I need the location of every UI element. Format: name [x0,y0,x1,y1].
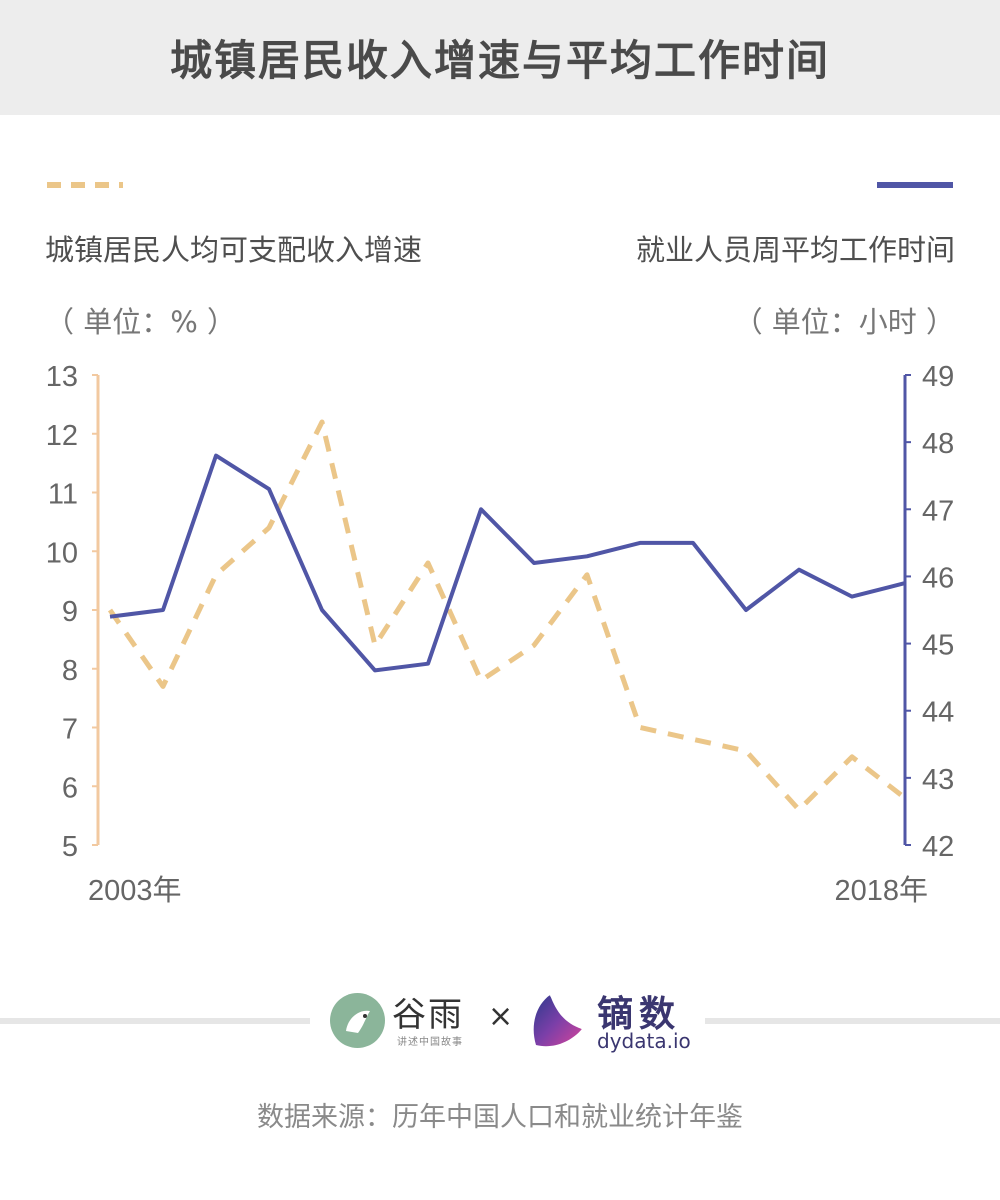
y-left-tick-label: 5 [62,831,78,863]
y-right-tick-label: 48 [922,428,954,460]
logo-times-sign: × [488,999,514,1034]
guyu-logo-text: 谷雨 [392,995,464,1035]
y-right-tick-label: 43 [922,764,954,796]
y-left-tick-label: 12 [46,420,78,452]
dydata-logo-text: 镝数 [597,994,682,1035]
guyu-logo-icon [330,993,385,1048]
y-left-tick-label: 10 [46,537,78,569]
data-source-note: 数据来源：历年中国人口和就业统计年鉴 [257,1102,743,1133]
title-bar: 城镇居民收入增速与平均工作时间 [0,0,1000,115]
chart-title: 城镇居民收入增速与平均工作时间 [169,36,830,85]
y-right-tick-label: 46 [922,562,954,594]
y-right-tick-label: 47 [922,495,954,527]
y-left-tick-label: 6 [62,772,78,804]
x-tick-label-last: 2018年 [834,874,928,907]
legend-hours-swatch [877,182,953,188]
legend-income: 城镇居民人均可支配收入增速 （ 单位：% ） [45,175,422,341]
legend-hours-unit: （ 单位：小时 ） [733,305,955,339]
dydata-logo-subtext: dydata.io [597,1029,691,1053]
y-left-tick-label: 8 [62,655,78,687]
series-line-hours [109,453,906,673]
series-line-income [107,419,907,813]
y-right-tick-label: 42 [922,831,954,863]
y-left-tick-label: 7 [62,714,78,746]
y-left-tick-label: 9 [62,596,78,628]
logo-row: 谷雨 讲述中国故事 × 镝数 dydata.io [0,985,1000,1065]
dydata-logo-icon [530,989,588,1055]
divider-left [0,1018,310,1024]
legend-income-swatch [47,182,123,188]
y-right-tick-label: 49 [922,361,954,393]
y-left-tick-label: 11 [48,479,78,511]
guyu-logo-subtext: 讲述中国故事 [397,1037,463,1048]
y-right-tick-label: 44 [922,697,954,729]
y-right-tick-label: 45 [922,630,954,662]
divider-right [705,1018,1000,1024]
legend-hours: 就业人员周平均工作时间 （ 单位：小时 ） [636,175,955,341]
legend-income-unit: （ 单位：% ） [45,305,236,339]
y-left-tick-label: 13 [46,361,78,393]
legend-income-name: 城镇居民人均可支配收入增速 [45,233,423,267]
x-tick-label-first: 2003年 [88,874,182,907]
line-chart: 5 6 7 8 9 10 11 12 13 42 43 44 45 46 47 48 49 2003年 2018年 [46,361,955,907]
legend-hours-name: 就业人员周平均工作时间 [635,233,955,267]
